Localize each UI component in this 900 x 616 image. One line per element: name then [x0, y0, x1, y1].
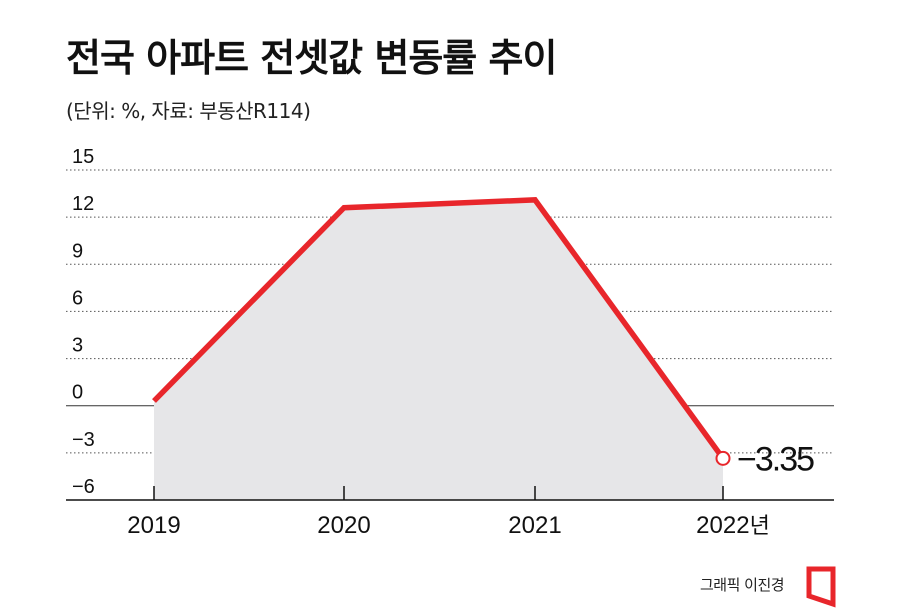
y-tick-label: −3	[72, 429, 95, 451]
data-label-2022: −3.35	[737, 440, 814, 478]
y-tick-label: 15	[72, 146, 94, 168]
data-point-2022	[715, 450, 731, 466]
labels: 15 12 9 6 3 0 −3 −6 2019 2020 2021 2022년 −3.35	[72, 146, 816, 539]
axes	[66, 486, 834, 501]
series-line	[152, 197, 726, 460]
credit-text: 그래픽 이진경	[700, 576, 785, 594]
chart-title: 전국 아파트 전셋값 변동률 추이	[66, 36, 557, 80]
chart-subtitle: (단위: %, 자료: 부동산R114)	[66, 99, 311, 123]
newspaper-logo-icon	[806, 566, 836, 608]
y-tick-label: 0	[72, 382, 83, 404]
y-tick-label: −6	[72, 476, 95, 498]
y-tick-label: 9	[72, 240, 83, 262]
y-tick-label: 3	[72, 335, 83, 357]
x-tick-label: 2022년	[696, 512, 770, 539]
x-tick-label: 2021	[508, 512, 561, 539]
x-tick-label: 2020	[317, 512, 370, 539]
area-fill	[154, 199, 723, 500]
series-line-layer	[152, 197, 731, 466]
series-area	[154, 199, 723, 500]
y-tick-label: 12	[72, 193, 94, 215]
y-tick-label: 6	[72, 287, 83, 309]
x-tick-label: 2019	[127, 512, 180, 539]
